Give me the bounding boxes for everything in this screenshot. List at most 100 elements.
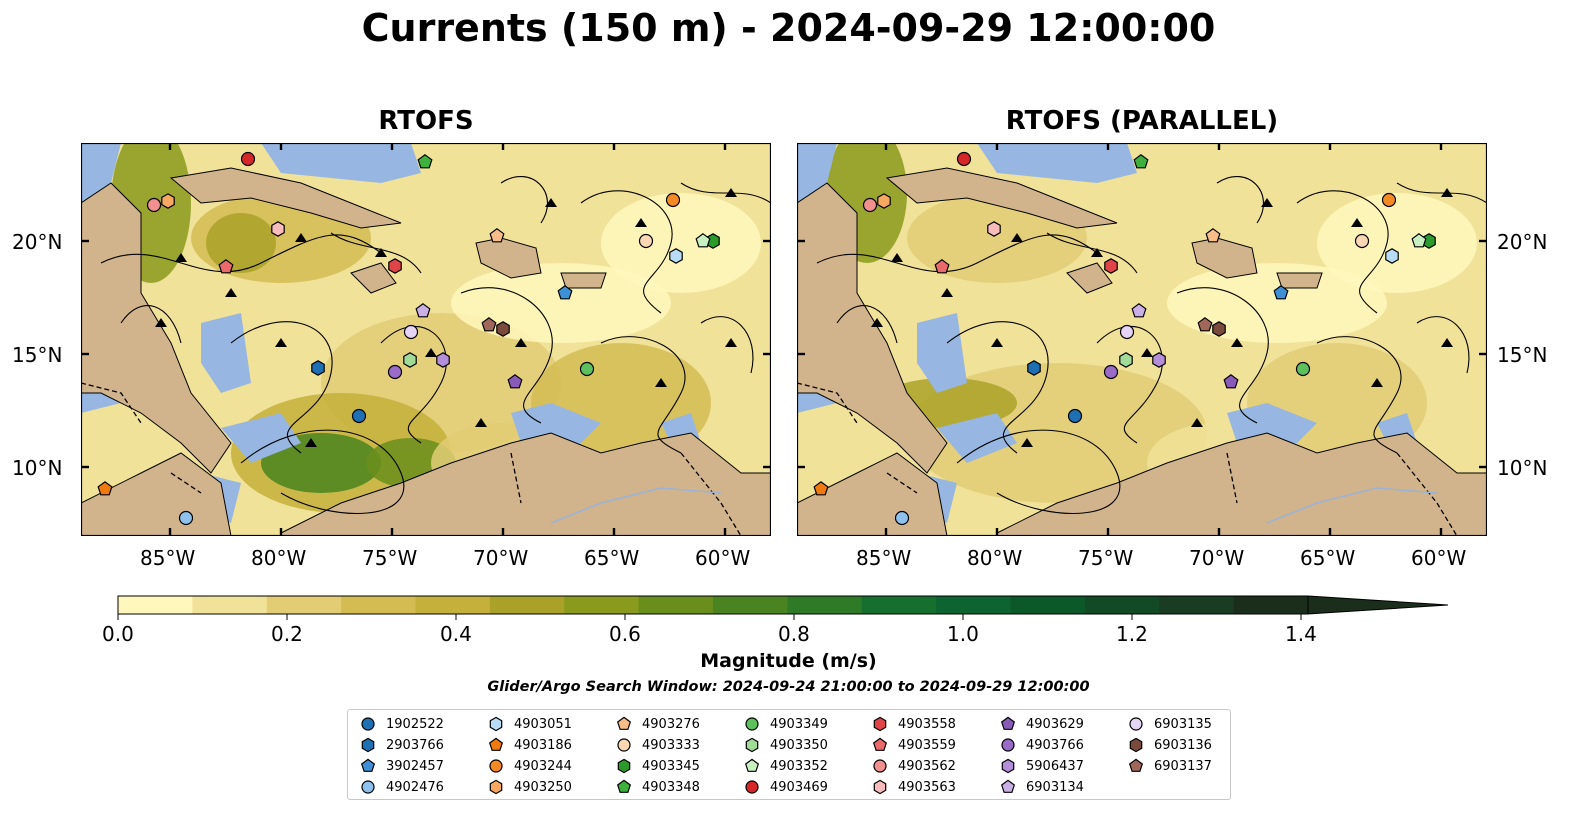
legend-item: 4903563 <box>872 777 956 797</box>
legend-item: 4903352 <box>744 756 828 776</box>
float-marker-4903348 <box>417 154 433 169</box>
float-marker-4903186 <box>813 481 829 496</box>
map-panel-rtofs-parallel[interactable] <box>797 143 1487 536</box>
border-line <box>1226 452 1238 504</box>
legend-marker <box>1000 716 1016 730</box>
float-marker-6903137 <box>481 317 497 332</box>
streamline <box>120 305 182 344</box>
streamline <box>836 305 898 344</box>
colorbar-segment <box>861 596 937 614</box>
legend-item: 5906437 <box>1000 756 1084 776</box>
shallow-water <box>797 143 837 203</box>
colorbar-segment <box>1233 596 1309 614</box>
float-marker-6903134 <box>415 303 431 318</box>
float-marker-6903134 <box>1131 303 1147 318</box>
legend-marker <box>361 717 375 731</box>
legend-marker <box>488 737 504 751</box>
legend-marker <box>489 716 503 732</box>
streamline-arrow <box>295 233 307 242</box>
legend-label: 4903350 <box>770 737 828 753</box>
lat-tick-label: 15°N <box>1497 343 1548 367</box>
legend-item: 4903244 <box>488 756 572 776</box>
streamline <box>1046 232 1138 274</box>
legend-marker <box>1129 717 1143 731</box>
streamline-arrow <box>1191 418 1203 427</box>
shallow-water <box>261 143 421 183</box>
float-marker-4902476 <box>178 510 194 526</box>
land <box>280 432 771 536</box>
colorbar-segment <box>787 596 863 614</box>
streamline-arrow <box>725 188 737 197</box>
colorbar-segment <box>489 596 565 614</box>
streamline <box>580 190 673 314</box>
legend-marker <box>873 779 887 795</box>
legend-marker <box>489 759 503 773</box>
streamline <box>816 234 1098 273</box>
border-line <box>797 382 858 424</box>
legend-marker <box>744 758 760 772</box>
float-marker-4903349 <box>1295 361 1311 377</box>
legend-item: 4903559 <box>872 735 956 755</box>
legend-item: 2903766 <box>360 735 444 755</box>
float-marker-5906437 <box>436 352 450 368</box>
streamline <box>700 316 754 374</box>
legend-marker <box>616 716 632 730</box>
streamline-arrow <box>1371 378 1383 387</box>
streamline-arrow <box>941 288 953 297</box>
map-panel-rtofs[interactable] <box>81 143 771 536</box>
search-window-text: Glider/Argo Search Window: 2024-09-24 21… <box>487 679 1090 695</box>
float-marker-2903766 <box>1027 360 1041 376</box>
legend-marker <box>361 780 375 794</box>
float-marker-4903350 <box>403 352 417 368</box>
legend-label: 4903276 <box>642 716 700 732</box>
float-marker-1902522 <box>351 408 367 424</box>
legend-label: 3902457 <box>386 758 444 774</box>
streamline-arrow <box>1011 233 1023 242</box>
legend-marker <box>745 780 759 794</box>
legend-label: 6903135 <box>1154 716 1212 732</box>
lon-tick-label: 70°W <box>1189 546 1245 570</box>
streamline-arrow <box>1441 338 1453 347</box>
border-line <box>1396 452 1458 536</box>
colorbar-segment <box>192 596 268 614</box>
streamline <box>1176 287 1269 424</box>
legend-label: 4903629 <box>1026 716 1084 732</box>
streamline <box>946 321 1049 454</box>
land <box>350 262 397 294</box>
float-marker-4903562 <box>862 197 878 213</box>
legend-marker <box>745 717 759 731</box>
float-marker-4903349 <box>579 361 595 377</box>
land <box>1276 272 1323 289</box>
lon-tick-label: 85°W <box>856 546 912 570</box>
float-marker-6903136 <box>1212 321 1226 337</box>
float-marker-4903244 <box>1381 192 1397 208</box>
river <box>550 487 722 524</box>
legend-label: 4903186 <box>514 737 572 753</box>
land <box>996 432 1487 536</box>
legend-item: 4903349 <box>744 714 828 734</box>
legend-item: 6903136 <box>1128 735 1212 755</box>
streamline <box>680 182 771 204</box>
float-marker-4903250 <box>161 193 175 209</box>
legend-label: 4903250 <box>514 779 572 795</box>
lat-tick-label: 20°N <box>1497 230 1548 254</box>
streamline-arrow <box>1141 348 1153 357</box>
float-marker-4903766 <box>387 364 403 380</box>
land <box>885 167 1118 229</box>
float-marker-6903135 <box>403 324 419 340</box>
streamline <box>1296 190 1389 314</box>
streamline-arrow <box>635 218 647 227</box>
streamline <box>1216 176 1264 224</box>
legend-label: 4903562 <box>898 758 956 774</box>
float-marker-4903352 <box>695 233 711 248</box>
legend-marker <box>616 779 632 793</box>
legend-marker <box>1128 758 1144 772</box>
streamline-arrow <box>1091 248 1103 257</box>
streamline-arrow <box>725 338 737 347</box>
legend-item: 4903276 <box>616 714 700 734</box>
streamline <box>1416 316 1470 374</box>
colorbar-segment <box>638 596 714 614</box>
border-line <box>81 382 142 424</box>
panel-title-rtofs-parallel: RTOFS (PARALLEL) <box>1005 106 1279 136</box>
lat-tick-label: 10°N <box>1497 456 1548 480</box>
